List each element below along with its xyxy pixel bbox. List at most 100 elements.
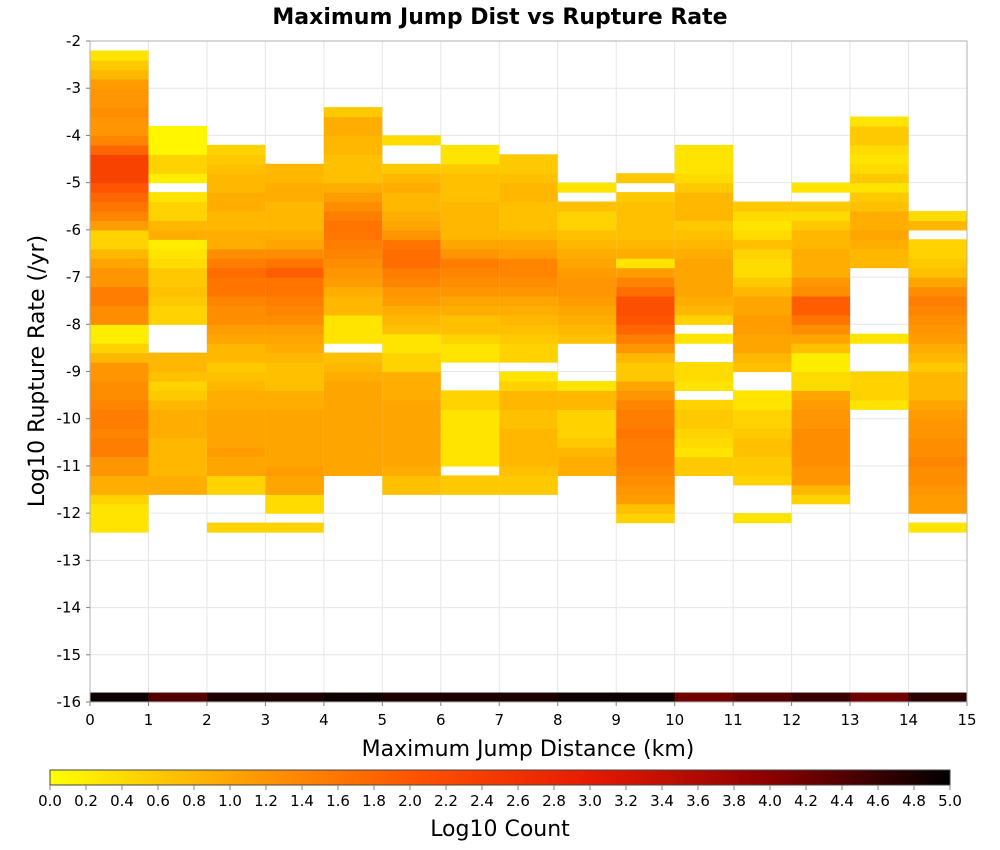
heatmap-cell	[791, 210, 851, 222]
heatmap-cell	[850, 229, 909, 240]
heatmap-cell	[499, 286, 558, 297]
heatmap-cell	[323, 447, 383, 458]
heatmap-cell	[908, 210, 967, 222]
heatmap-cell	[733, 277, 792, 288]
heatmap-cell	[265, 314, 324, 325]
heatmap-cell	[674, 418, 734, 429]
heatmap-cell	[616, 465, 675, 476]
heatmap-cell	[674, 201, 734, 212]
heatmap-cell	[265, 248, 324, 259]
heatmap-cell	[206, 295, 266, 306]
heatmap-cell	[908, 692, 968, 702]
heatmap-cell	[148, 465, 207, 476]
heatmap-cell	[499, 305, 558, 316]
heatmap-cell	[557, 210, 617, 222]
heatmap-cell	[440, 295, 500, 306]
heatmap-cell	[557, 314, 617, 325]
heatmap-cell	[791, 371, 851, 382]
heatmap-cell	[90, 88, 149, 99]
heatmap-cell	[616, 418, 675, 429]
heatmap-cell	[557, 258, 617, 269]
heatmap-cell	[382, 456, 441, 467]
x-tick-label: 3	[261, 711, 271, 729]
x-axis-label: Maximum Jump Distance (km)	[362, 737, 695, 762]
heatmap-cell	[557, 239, 617, 250]
heatmap-cell	[90, 78, 149, 89]
heatmap-cell	[382, 380, 441, 391]
heatmap-cell	[440, 399, 500, 410]
heatmap-cell	[733, 324, 792, 335]
colorbar-tick-label: 2.2	[434, 792, 458, 810]
heatmap-cell	[265, 390, 324, 401]
heatmap-cell	[733, 295, 792, 306]
heatmap-cell	[499, 456, 558, 467]
heatmap-cell	[616, 220, 675, 231]
heatmap-cell	[791, 437, 851, 448]
heatmap-cell	[323, 154, 383, 165]
heatmap-cell	[791, 182, 851, 193]
heatmap-cell	[733, 314, 792, 325]
heatmap-cell	[148, 239, 207, 250]
heatmap-cell	[265, 295, 324, 306]
heatmap-cell	[616, 409, 675, 420]
heatmap-cell	[499, 201, 558, 212]
heatmap-cell	[440, 409, 500, 420]
heatmap-cell	[674, 229, 734, 240]
heatmap-cell	[674, 399, 734, 410]
y-tick-label: -4	[66, 126, 81, 144]
heatmap-cell	[791, 220, 851, 231]
heatmap-cell	[616, 343, 675, 354]
heatmap-cell	[440, 267, 500, 278]
heatmap-cell	[90, 399, 149, 410]
heatmap-cell	[791, 333, 851, 344]
heatmap-cell	[90, 229, 149, 240]
heatmap-cell	[90, 59, 149, 70]
heatmap-cell	[850, 380, 909, 391]
heatmap-cell	[616, 371, 675, 382]
heatmap-cell	[206, 352, 266, 363]
heatmap-cell	[90, 418, 149, 429]
colorbar-tick-label: 4.2	[794, 792, 818, 810]
heatmap-cell	[908, 333, 967, 344]
heatmap-cell	[148, 352, 207, 363]
heatmap-cell	[557, 182, 617, 193]
heatmap-cell	[148, 456, 207, 467]
heatmap-cell	[440, 484, 500, 495]
y-tick-label: -5	[66, 174, 81, 192]
heatmap-cell	[206, 324, 266, 335]
chart-title: Maximum Jump Dist vs Rupture Rate	[272, 5, 727, 30]
heatmap-cell	[206, 173, 266, 184]
colorbar-tick-label: 4.4	[830, 792, 854, 810]
heatmap-cell	[557, 267, 617, 278]
heatmap-cell	[499, 465, 558, 476]
heatmap-cell	[616, 324, 675, 335]
heatmap-cell	[616, 333, 675, 344]
heatmap-cell	[791, 352, 851, 363]
heatmap-cell	[616, 456, 675, 467]
heatmap-cell	[733, 258, 792, 269]
heatmap-cell	[323, 305, 383, 316]
x-tick-label: 14	[899, 711, 918, 729]
heatmap-cell	[674, 154, 734, 165]
heatmap-cell	[616, 437, 675, 448]
heatmap-cell	[90, 333, 149, 344]
heatmap-cell	[90, 163, 149, 174]
heatmap-cell	[382, 437, 441, 448]
heatmap-cell	[323, 220, 383, 231]
heatmap-cell	[557, 465, 617, 476]
heatmap-cell	[557, 248, 617, 259]
heatmap-cell	[323, 286, 383, 297]
heatmap-cell	[206, 267, 266, 278]
heatmap-cell	[674, 692, 734, 702]
heatmap-cell	[90, 456, 149, 467]
heatmap-cell	[148, 154, 207, 165]
heatmap-cell	[850, 692, 910, 702]
heatmap-cell	[206, 465, 266, 476]
heatmap-cell	[616, 692, 676, 702]
heatmap-cell	[850, 248, 909, 259]
heatmap-cell	[90, 475, 149, 486]
heatmap-cell	[90, 286, 149, 297]
heatmap-cell	[323, 229, 383, 240]
heatmap-cell	[382, 314, 441, 325]
heatmap-cell	[908, 239, 967, 250]
